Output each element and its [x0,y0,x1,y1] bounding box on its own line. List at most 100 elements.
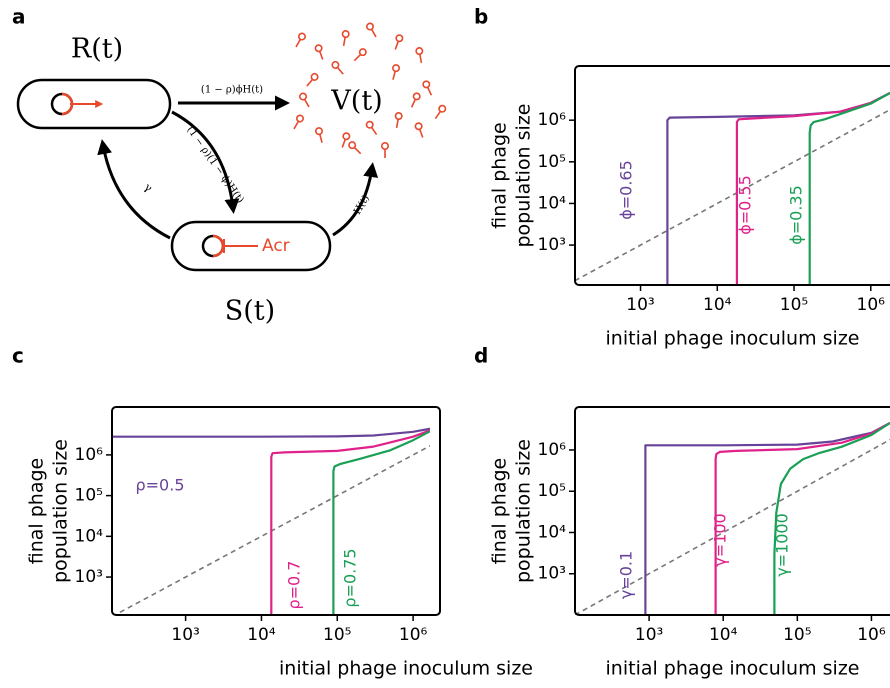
y-tick-label: 10⁵ [538,481,566,501]
y-tick-label: 10⁵ [75,486,103,506]
phage-tail [434,110,442,120]
x-tick-label: 10³ [635,625,663,645]
phage-tail [295,38,302,48]
y-tick-label: 10⁶ [538,110,567,130]
y-axis-label: population size [513,439,535,583]
y-tick-label: 10⁴ [538,522,567,542]
phage-tail [303,98,310,108]
series-line [644,422,890,615]
node-label: V(t) [330,86,382,117]
y-tick-label: 10⁴ [538,193,567,213]
series-label: γ=0.1 [617,551,636,599]
phage [341,30,350,47]
y-axis-label: final phage [489,458,511,564]
phage-head [299,92,308,101]
arrow [171,110,240,214]
phage [314,44,324,60]
series-line [112,427,430,438]
phage-tail [410,98,417,108]
y-axis-label: final phage [489,122,511,228]
phage-tail [370,126,378,136]
series-label: γ=1000 [773,513,792,577]
series-label: ρ=0.5 [135,476,184,495]
phage-head [395,34,404,43]
x-tick-label: 10⁵ [783,625,811,645]
phage [348,141,362,155]
x-tick-label: 10⁶ [399,625,428,645]
phage-head [295,114,304,123]
axes-frame [111,406,441,616]
series-label: ϕ=0.35 [787,185,806,245]
x-axis-label: initial phage inoculum size [606,328,860,350]
y-tick-label: 10⁵ [538,152,566,172]
phage-tail [336,66,344,75]
phage [422,80,433,96]
phage [353,48,367,62]
phage [415,47,424,64]
acr-label: Acr [262,236,290,256]
x-tick-label: 10⁴ [709,625,738,645]
phage [394,34,404,50]
phage-tail [318,133,323,143]
phage-tail [342,36,346,47]
y-tick-label: 10⁴ [75,526,104,546]
phage-tail [318,50,324,60]
series-line [808,92,890,285]
phage-tail [293,120,300,130]
phage-tail [370,28,377,38]
phage [295,32,306,48]
series-line [714,422,890,615]
node-label: S(t) [225,296,275,327]
phage-tail [419,53,423,64]
series-label: ϕ=0.55 [736,175,755,235]
x-tick-label: 10⁴ [703,295,732,315]
phage-head [394,112,403,121]
phage [380,142,390,158]
identity-line [575,108,890,282]
phage [299,92,310,108]
rate-label: γ [142,181,156,195]
y-tick-label: 10³ [538,564,566,584]
phage-head [414,122,423,131]
phage [331,60,344,75]
series-label: ρ=0.7 [285,560,304,609]
series-line [270,429,430,615]
panel-letter: c [12,344,24,368]
series-label: γ=100 [711,513,730,566]
y-tick-label: 10³ [538,235,566,255]
y-axis-label: population size [513,104,535,248]
chart: ρ=0.5 ρ=0.7 ρ=0.75 10³ 10⁴ 10⁵ 10⁶ 10³ 10⁴ 10⁵ 10⁶… [26,406,533,680]
panel-letter: a [12,5,26,29]
phage-head [314,44,323,53]
phage-head [341,30,350,39]
identity-line [113,444,430,615]
phage-head [342,132,351,141]
phage [365,120,378,136]
phage [341,132,351,148]
y-axis-label: final phage [26,458,48,564]
plot-area [112,427,430,615]
arrow [97,139,171,240]
x-tick-label: 10⁶ [857,625,886,645]
cell-s [170,220,332,272]
cell-r [16,78,172,130]
diagram: R(t) Acr S(t) V(t) (1 − ρ)ϕH(t) (1 − ρ)(… [16,22,447,327]
phage [314,127,323,143]
series-line [773,422,890,615]
series-line [666,92,890,285]
x-tick-label: 10⁴ [247,625,276,645]
rate-label: (1 − ρ)ϕH(t) [201,85,263,96]
phage [414,122,424,138]
phage-head [314,127,323,136]
x-tick-label: 10³ [626,295,654,315]
chart: γ=0.1 γ=100 γ=1000 10³ 10⁴ 10⁵ 10⁶ 10³ 10⁴ 10⁵ 10⁶… [489,406,890,680]
phage-head [392,64,401,73]
y-tick-label: 10⁶ [75,445,104,465]
phage [306,72,319,87]
x-axis-label: initial phage inoculum size [606,658,860,680]
phage [394,112,403,129]
phage-tail [418,128,424,138]
phage [410,92,421,108]
x-tick-label: 10⁵ [323,625,351,645]
